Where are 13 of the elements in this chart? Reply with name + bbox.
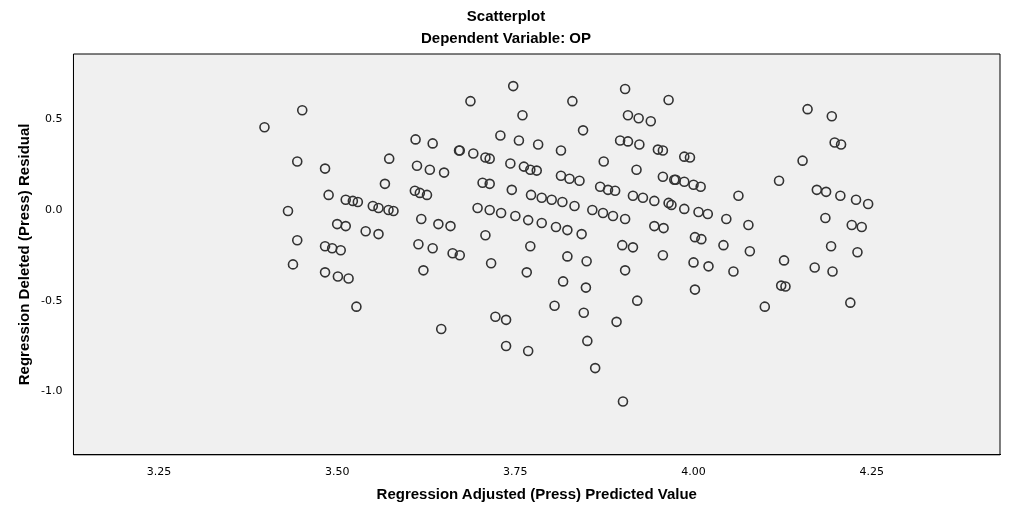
x-tick-label: 4.00 — [681, 465, 706, 479]
x-tick-label: 3.75 — [503, 465, 528, 479]
y-axis-title: Regression Deleted (Press) Residual — [15, 123, 33, 386]
x-tick-label: 3.50 — [324, 465, 350, 479]
y-tick-label: 0.0 — [44, 202, 63, 216]
x-tick-label: 3.25 — [146, 465, 172, 479]
x-axis-title: Regression Adjusted (Press) Predicted Value — [376, 485, 697, 503]
y-tick-label: -0.5 — [40, 293, 63, 307]
y-tick-label: 0.5 — [44, 112, 63, 126]
chart-subtitle: Dependent Variable: OP — [420, 29, 592, 47]
x-tick-label: 4.25 — [859, 465, 884, 479]
chart-title: Scatterplot — [466, 7, 546, 25]
y-tick-label: -1.0 — [40, 384, 63, 398]
